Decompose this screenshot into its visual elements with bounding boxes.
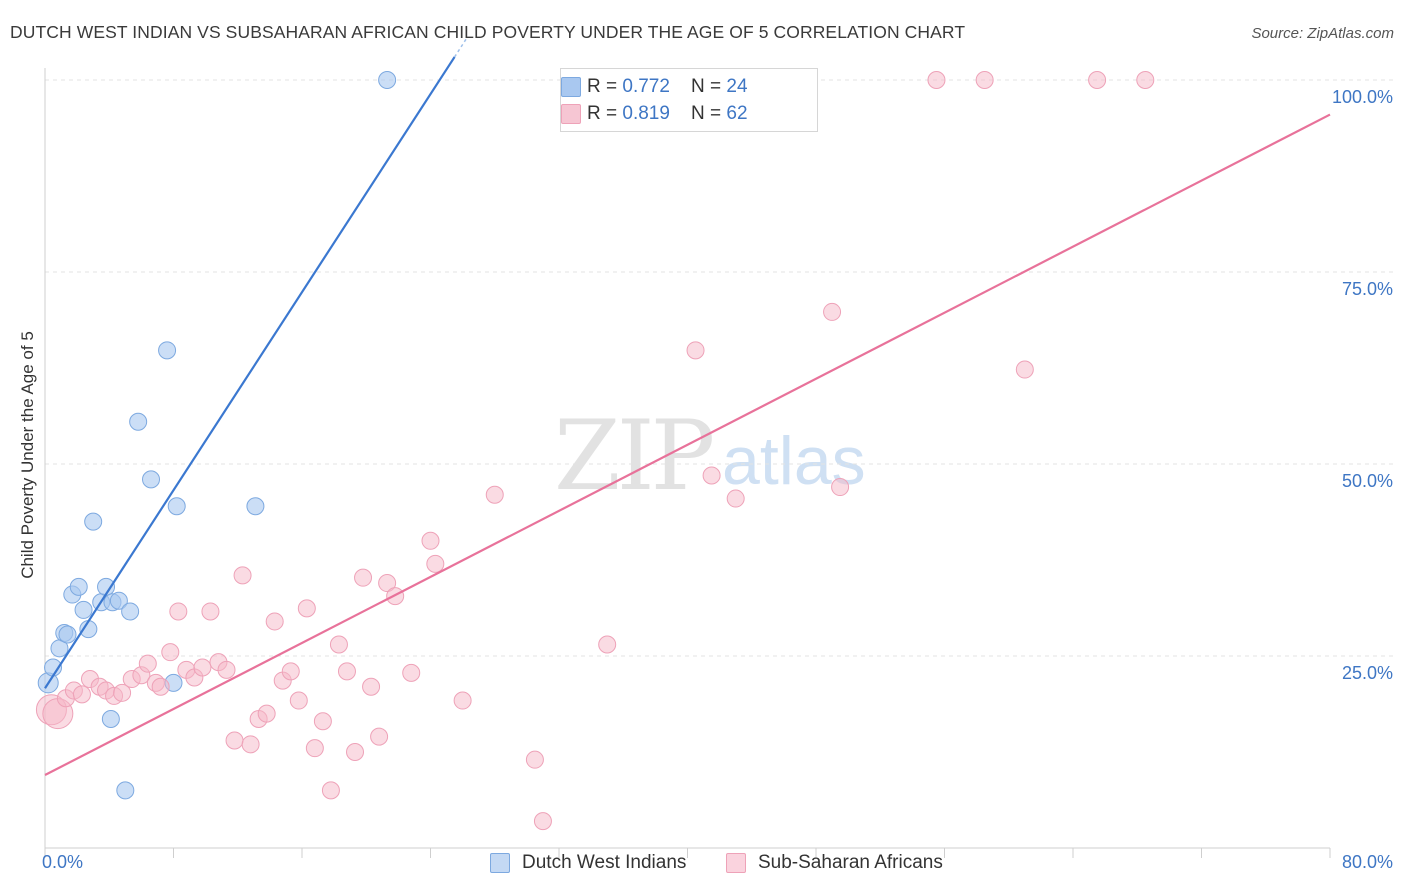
point-dutch-west-indians: [129, 412, 148, 431]
point-dutch-west-indians: [158, 341, 177, 360]
point-sub-saharan-africans: [257, 704, 276, 723]
point-sub-saharan-africans: [831, 478, 850, 497]
legend-item-dutch-west-indians[interactable]: Dutch West Indians: [490, 852, 686, 874]
legend-r-label: R =: [587, 76, 623, 97]
point-dutch-west-indians: [69, 577, 88, 596]
y-tick-label: 25.0%: [1341, 663, 1393, 683]
point-sub-saharan-africans: [927, 71, 946, 89]
legend-row-sub-saharan-africans: R = 0.819 N = 62: [561, 102, 748, 126]
legend-swatch-pink: [561, 104, 581, 124]
point-sub-saharan-africans: [378, 574, 397, 593]
x-tick-label-max: 80.0%: [1341, 852, 1393, 872]
point-dutch-west-indians: [109, 591, 128, 610]
point-sub-saharan-africans: [193, 658, 212, 677]
legend-r-value: 0.819: [622, 103, 670, 124]
point-sub-saharan-africans: [421, 531, 440, 550]
point-sub-saharan-africans: [265, 612, 284, 631]
y-tick-label: 50.0%: [1341, 471, 1393, 491]
point-dutch-west-indians: [142, 470, 161, 489]
legend-spacer: [670, 76, 691, 98]
point-sub-saharan-africans: [686, 341, 705, 360]
trendline-sub-saharan-africans: [44, 113, 1331, 777]
point-sub-saharan-africans: [453, 691, 472, 710]
point-dutch-west-indians: [378, 71, 397, 89]
legend-r-label: R =: [587, 103, 623, 124]
point-sub-saharan-africans: [321, 781, 340, 800]
legend-swatch-blue: [490, 853, 510, 873]
point-sub-saharan-africans: [975, 71, 994, 89]
point-sub-saharan-africans: [426, 554, 445, 573]
x-tick-label-min: 0.0%: [42, 852, 84, 872]
series-legend: Dutch West Indians Sub-Saharan Africans: [0, 852, 1406, 878]
point-dutch-west-indians: [167, 497, 186, 516]
point-sub-saharan-africans: [217, 660, 236, 679]
y-tick-label: 100.0%: [1331, 87, 1393, 107]
point-sub-saharan-africans: [113, 683, 132, 702]
point-sub-saharan-africans: [305, 739, 324, 758]
point-dutch-west-indians: [121, 602, 140, 621]
legend-r-value: 0.772: [622, 76, 670, 97]
point-sub-saharan-africans: [169, 602, 188, 621]
point-sub-saharan-africans: [161, 643, 180, 662]
point-sub-saharan-africans: [533, 812, 552, 831]
point-sub-saharan-africans: [525, 750, 544, 769]
point-sub-saharan-africans: [329, 635, 348, 654]
point-sub-saharan-africans: [598, 635, 617, 654]
y-tick-label: 75.0%: [1341, 279, 1393, 299]
legend-spacer: [670, 103, 691, 125]
source-label[interactable]: Source: ZipAtlas.com: [1251, 25, 1394, 42]
watermark-zip: ZIP: [554, 400, 715, 512]
point-sub-saharan-africans: [281, 662, 300, 681]
trendline-extension: [453, 36, 469, 58]
point-sub-saharan-africans: [201, 602, 220, 621]
point-sub-saharan-africans: [138, 654, 157, 673]
point-sub-saharan-africans: [225, 731, 244, 750]
y-axis-label: Child Poverty Under the Age of 5: [18, 331, 37, 579]
point-sub-saharan-africans: [1088, 71, 1107, 89]
legend-row-dutch-west-indians: R = 0.772 N = 24: [561, 75, 748, 99]
point-sub-saharan-africans: [151, 677, 170, 696]
point-sub-saharan-africans: [402, 663, 421, 682]
legend-n-value: 62: [726, 103, 748, 124]
legend-swatch-pink: [726, 853, 746, 873]
legend-n-label: N =: [691, 76, 727, 97]
point-sub-saharan-africans: [313, 712, 332, 731]
stats-legend: R = 0.772 N = 24 R = 0.819 N = 62: [560, 68, 818, 132]
legend-label: Sub-Saharan Africans: [758, 852, 943, 873]
legend-n-value: 24: [726, 76, 748, 97]
legend-swatch-blue: [561, 77, 581, 97]
trendline-dutch-west-indians: [44, 56, 456, 689]
point-sub-saharan-africans: [1015, 360, 1034, 379]
point-sub-saharan-africans: [362, 677, 381, 696]
point-sub-saharan-africans: [370, 727, 389, 746]
point-dutch-west-indians: [116, 781, 135, 800]
point-sub-saharan-africans: [823, 302, 842, 321]
point-dutch-west-indians: [84, 512, 103, 531]
chart-title: DUTCH WEST INDIAN VS SUBSAHARAN AFRICAN …: [10, 22, 966, 42]
point-sub-saharan-africans: [297, 599, 316, 618]
point-sub-saharan-africans: [1136, 71, 1155, 89]
point-sub-saharan-africans: [702, 466, 721, 485]
point-sub-saharan-africans: [241, 735, 260, 754]
point-dutch-west-indians: [101, 709, 120, 728]
point-sub-saharan-africans: [346, 743, 365, 761]
point-sub-saharan-africans: [289, 691, 308, 710]
point-dutch-west-indians: [246, 497, 265, 516]
legend-item-sub-saharan-africans[interactable]: Sub-Saharan Africans: [726, 852, 943, 874]
point-sub-saharan-africans: [233, 566, 252, 585]
point-sub-saharan-africans: [337, 662, 356, 681]
legend-n-label: N =: [691, 103, 727, 124]
point-sub-saharan-africans: [726, 489, 745, 508]
point-dutch-west-indians: [58, 625, 77, 644]
point-sub-saharan-africans: [485, 485, 504, 504]
legend-label: Dutch West Indians: [522, 852, 687, 873]
point-sub-saharan-africans: [354, 568, 373, 587]
point-dutch-west-indians: [74, 600, 93, 619]
point-sub-saharan-africans: [72, 685, 91, 704]
